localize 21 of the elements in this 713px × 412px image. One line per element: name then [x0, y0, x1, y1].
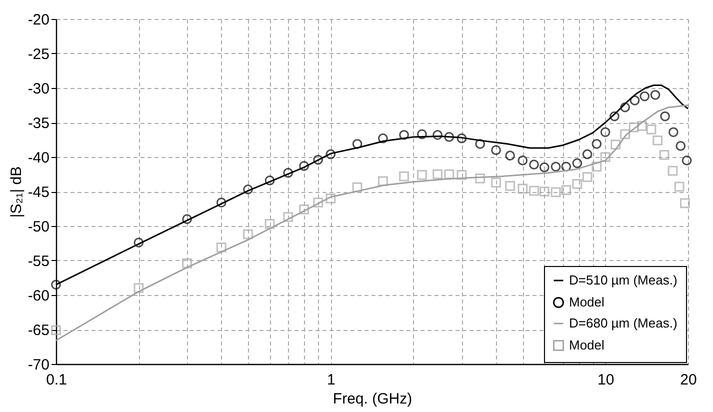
- y-tick-label: -30: [28, 80, 50, 98]
- x-tick-label: 0.1: [46, 372, 67, 388]
- y-axis-title: |S₂₁| dB: [8, 166, 25, 218]
- x-tick-label: 10: [597, 372, 614, 388]
- y-tick-label: -50: [28, 218, 50, 236]
- legend-label: Model: [569, 294, 605, 310]
- legend-label: Model: [569, 338, 605, 352]
- y-tick-label: -70: [28, 356, 50, 374]
- x-tick-label: 1: [326, 372, 336, 388]
- y-tick-label: -45: [28, 184, 50, 201]
- y-tick-label: -65: [28, 322, 50, 339]
- x-tick-label: 20: [680, 372, 697, 388]
- y-tick-label: -60: [28, 288, 50, 304]
- y-tick-label: -40: [28, 150, 50, 166]
- y-tick-label: -25: [28, 46, 50, 63]
- legend-label: D=680 µm (Meas.): [569, 316, 678, 330]
- legend-label: D=510 µm (Meas.): [569, 272, 678, 288]
- y-tick-label: -55: [28, 253, 50, 270]
- y-tick-label: -35: [28, 115, 50, 132]
- y-tick-label: -20: [28, 12, 50, 28]
- x-axis-title: Freq. (GHz): [332, 390, 412, 408]
